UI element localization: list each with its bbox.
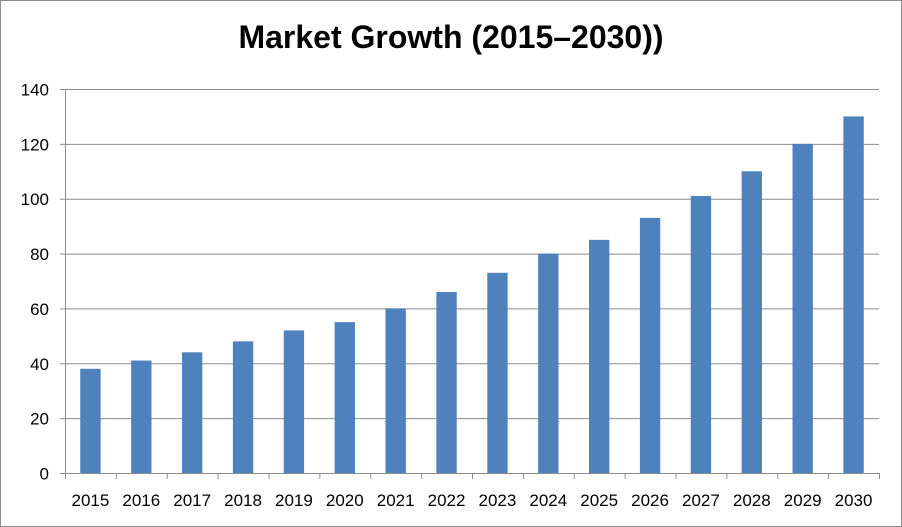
y-tick-label: 80 <box>30 245 49 264</box>
bar-2020 <box>334 322 355 473</box>
y-tick-label: 20 <box>30 410 49 429</box>
bar-2025 <box>589 239 610 473</box>
x-tick-label: 2023 <box>479 491 517 510</box>
y-tick-label: 100 <box>21 190 49 209</box>
bar-2030 <box>843 116 864 473</box>
bar-2028 <box>741 171 762 474</box>
x-tick-label: 2022 <box>428 491 466 510</box>
x-tick-label: 2024 <box>529 491 567 510</box>
y-tick-label: 140 <box>21 81 49 100</box>
y-axis-ticks: 0 20 40 60 80 100 120 140 <box>21 81 65 484</box>
y-tick-label: 120 <box>21 135 49 154</box>
bar-2024 <box>538 253 559 473</box>
bar-2023 <box>487 272 508 473</box>
bar-2029 <box>792 143 813 473</box>
x-tick-label: 2030 <box>835 491 873 510</box>
y-tick-label: 0 <box>40 465 49 484</box>
bar-2019 <box>283 330 305 473</box>
x-tick-label: 2019 <box>275 491 313 510</box>
x-tick-label: 2016 <box>122 491 160 510</box>
y-tick-label: 60 <box>30 300 49 319</box>
x-tick-label: 2018 <box>224 491 262 510</box>
bar-2027 <box>690 195 712 473</box>
x-axis-ticks: 2015 2016 2017 2018 2019 2020 2021 2022 2023 2024… <box>65 473 880 510</box>
bar-2015 <box>80 368 101 473</box>
x-tick-label: 2020 <box>326 491 364 510</box>
bar-2022 <box>436 291 457 473</box>
bar-2026 <box>639 217 661 473</box>
bar-2016 <box>131 360 152 473</box>
x-tick-label: 2027 <box>682 491 720 510</box>
x-tick-label: 2025 <box>580 491 618 510</box>
x-tick-label: 2017 <box>173 491 211 510</box>
x-tick-label: 2028 <box>733 491 771 510</box>
chart-title: Market Growth (2015–2030)) <box>238 19 664 55</box>
bar-2021 <box>385 308 406 473</box>
bar-2018 <box>232 341 254 473</box>
bar-2017 <box>182 352 203 473</box>
y-tick-label: 40 <box>30 355 49 374</box>
x-tick-label: 2021 <box>377 491 415 510</box>
bars <box>80 116 864 474</box>
x-tick-label: 2029 <box>784 491 822 510</box>
x-tick-label: 2026 <box>631 491 669 510</box>
x-tick-label: 2015 <box>72 491 110 510</box>
